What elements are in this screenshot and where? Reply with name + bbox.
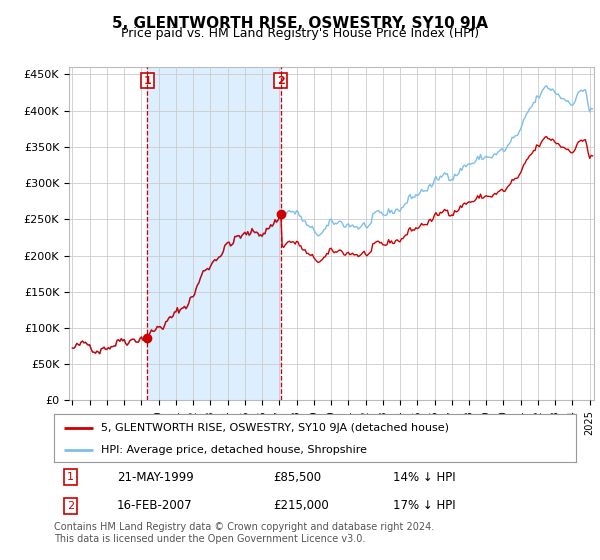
Text: 21-MAY-1999: 21-MAY-1999 bbox=[116, 470, 193, 483]
Text: 5, GLENTWORTH RISE, OSWESTRY, SY10 9JA (detached house): 5, GLENTWORTH RISE, OSWESTRY, SY10 9JA (… bbox=[101, 423, 449, 433]
Text: 16-FEB-2007: 16-FEB-2007 bbox=[116, 500, 192, 512]
Text: 5, GLENTWORTH RISE, OSWESTRY, SY10 9JA: 5, GLENTWORTH RISE, OSWESTRY, SY10 9JA bbox=[112, 16, 488, 31]
Text: 1: 1 bbox=[67, 472, 74, 482]
Text: 2: 2 bbox=[67, 501, 74, 511]
Text: Price paid vs. HM Land Registry's House Price Index (HPI): Price paid vs. HM Land Registry's House … bbox=[121, 27, 479, 40]
Text: HPI: Average price, detached house, Shropshire: HPI: Average price, detached house, Shro… bbox=[101, 445, 367, 455]
Text: 17% ↓ HPI: 17% ↓ HPI bbox=[394, 500, 456, 512]
Bar bbox=[147, 67, 281, 400]
Text: 14% ↓ HPI: 14% ↓ HPI bbox=[394, 470, 456, 483]
Text: £85,500: £85,500 bbox=[273, 470, 322, 483]
Text: Contains HM Land Registry data © Crown copyright and database right 2024.
This d: Contains HM Land Registry data © Crown c… bbox=[54, 522, 434, 544]
Text: £215,000: £215,000 bbox=[273, 500, 329, 512]
Text: 1: 1 bbox=[143, 76, 151, 86]
Text: 2: 2 bbox=[277, 76, 284, 86]
